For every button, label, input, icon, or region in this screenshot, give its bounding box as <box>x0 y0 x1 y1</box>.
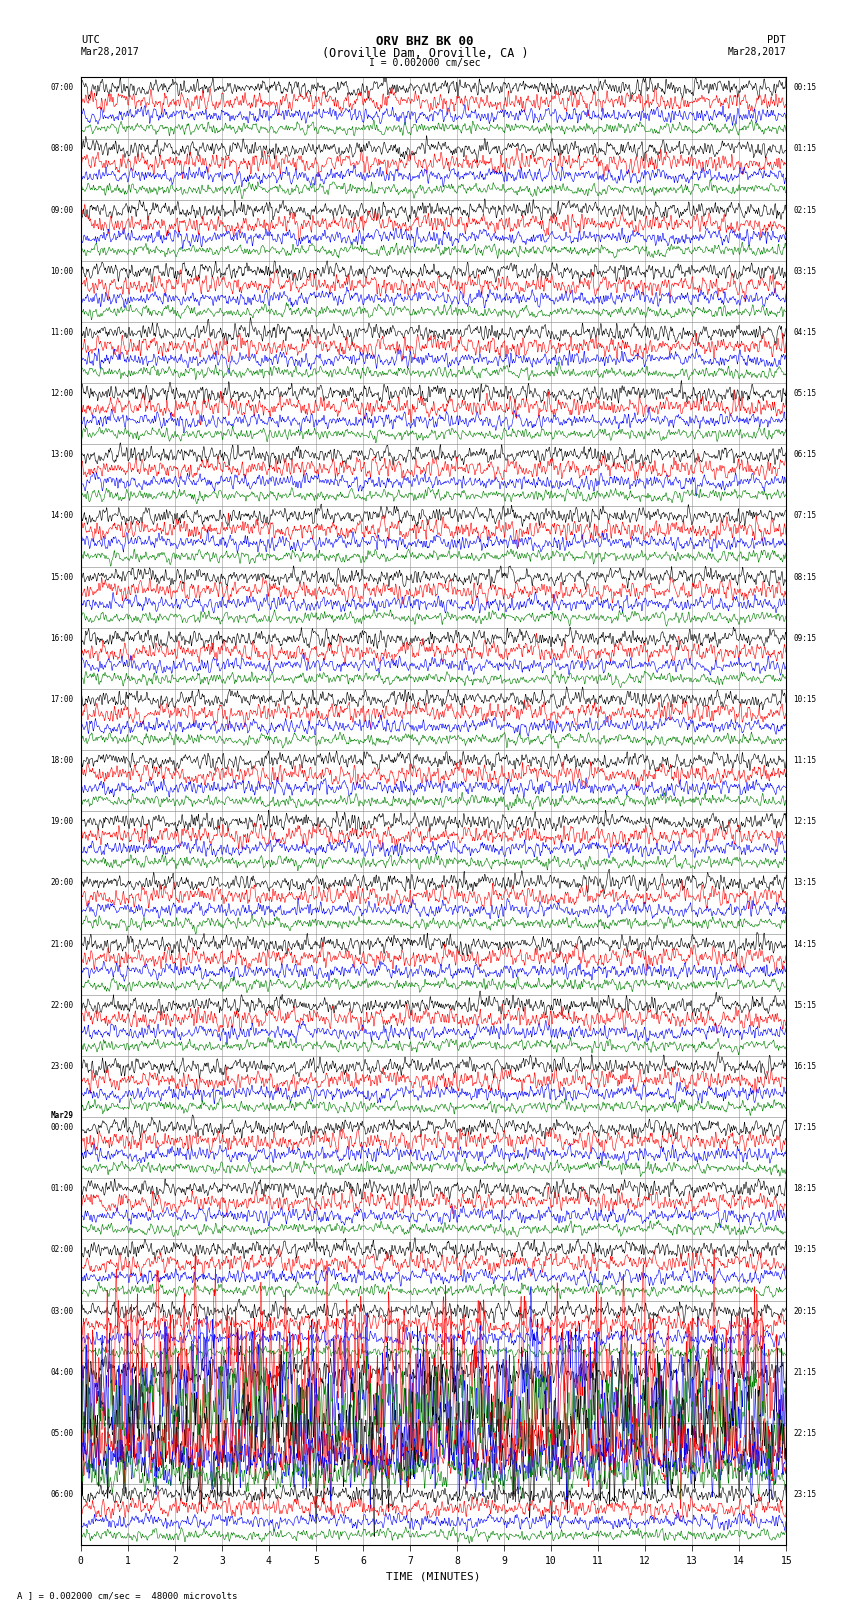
Text: Mar29: Mar29 <box>50 1111 74 1119</box>
Text: 17:00: 17:00 <box>50 695 74 703</box>
Text: 08:00: 08:00 <box>50 145 74 153</box>
Text: 22:00: 22:00 <box>50 1000 74 1010</box>
Text: 05:15: 05:15 <box>793 389 817 398</box>
Text: 11:15: 11:15 <box>793 756 817 765</box>
Text: UTC: UTC <box>81 35 99 45</box>
Text: 12:00: 12:00 <box>50 389 74 398</box>
Text: 02:00: 02:00 <box>50 1245 74 1255</box>
Text: 13:15: 13:15 <box>793 879 817 887</box>
Text: 06:00: 06:00 <box>50 1490 74 1498</box>
Text: 08:15: 08:15 <box>793 573 817 582</box>
Text: A ] = 0.002000 cm/sec =  48000 microvolts: A ] = 0.002000 cm/sec = 48000 microvolts <box>17 1590 237 1600</box>
Text: 19:15: 19:15 <box>793 1245 817 1255</box>
Text: 02:15: 02:15 <box>793 205 817 215</box>
Text: Mar28,2017: Mar28,2017 <box>728 47 786 56</box>
Text: 19:00: 19:00 <box>50 818 74 826</box>
Text: 16:00: 16:00 <box>50 634 74 642</box>
Text: 21:15: 21:15 <box>793 1368 817 1376</box>
Text: PDT: PDT <box>768 35 786 45</box>
Text: 21:00: 21:00 <box>50 939 74 948</box>
Text: ORV BHZ BK 00: ORV BHZ BK 00 <box>377 35 473 48</box>
Text: 07:00: 07:00 <box>50 84 74 92</box>
Text: 09:00: 09:00 <box>50 205 74 215</box>
Text: 03:00: 03:00 <box>50 1307 74 1316</box>
Text: 10:00: 10:00 <box>50 266 74 276</box>
Text: 13:00: 13:00 <box>50 450 74 460</box>
Text: 04:15: 04:15 <box>793 327 817 337</box>
Text: 03:15: 03:15 <box>793 266 817 276</box>
Text: 05:00: 05:00 <box>50 1429 74 1437</box>
Text: 15:00: 15:00 <box>50 573 74 582</box>
Text: 10:15: 10:15 <box>793 695 817 703</box>
Text: 17:15: 17:15 <box>793 1123 817 1132</box>
Text: 16:15: 16:15 <box>793 1061 817 1071</box>
X-axis label: TIME (MINUTES): TIME (MINUTES) <box>386 1571 481 1581</box>
Text: I = 0.002000 cm/sec: I = 0.002000 cm/sec <box>369 58 481 68</box>
Text: 12:15: 12:15 <box>793 818 817 826</box>
Text: 00:15: 00:15 <box>793 84 817 92</box>
Text: 04:00: 04:00 <box>50 1368 74 1376</box>
Text: 00:00: 00:00 <box>50 1123 74 1132</box>
Text: 18:00: 18:00 <box>50 756 74 765</box>
Text: 14:00: 14:00 <box>50 511 74 521</box>
Text: 22:15: 22:15 <box>793 1429 817 1437</box>
Text: 14:15: 14:15 <box>793 939 817 948</box>
Text: (Oroville Dam, Oroville, CA ): (Oroville Dam, Oroville, CA ) <box>321 47 529 60</box>
Text: 18:15: 18:15 <box>793 1184 817 1194</box>
Text: 20:00: 20:00 <box>50 879 74 887</box>
Text: 06:15: 06:15 <box>793 450 817 460</box>
Text: 07:15: 07:15 <box>793 511 817 521</box>
Text: 20:15: 20:15 <box>793 1307 817 1316</box>
Text: 23:15: 23:15 <box>793 1490 817 1498</box>
Text: 09:15: 09:15 <box>793 634 817 642</box>
Text: 15:15: 15:15 <box>793 1000 817 1010</box>
Text: 11:00: 11:00 <box>50 327 74 337</box>
Text: 23:00: 23:00 <box>50 1061 74 1071</box>
Text: 01:00: 01:00 <box>50 1184 74 1194</box>
Text: 01:15: 01:15 <box>793 145 817 153</box>
Text: Mar28,2017: Mar28,2017 <box>81 47 139 56</box>
